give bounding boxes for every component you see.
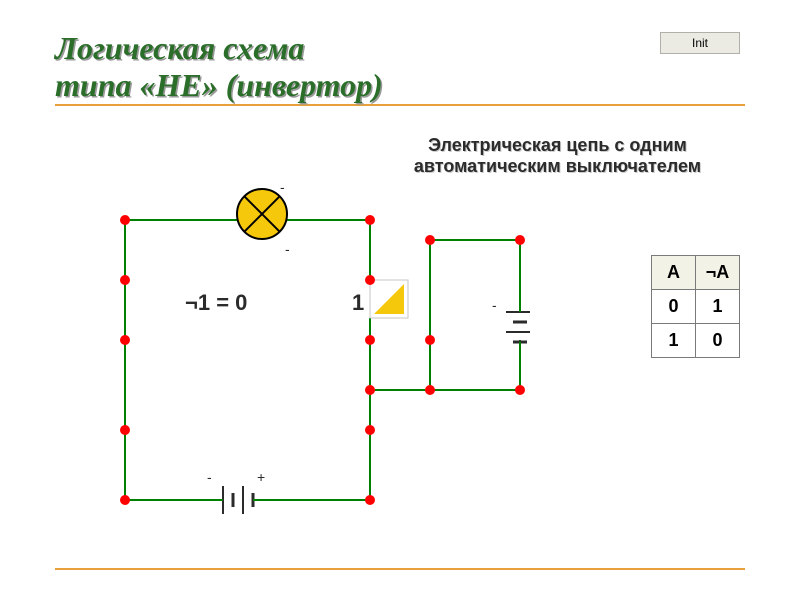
svg-text:-: -: [492, 297, 497, 313]
subtitle: Электрическая цепь с одним автоматически…: [370, 135, 745, 177]
header-rule: Логическая схема типа «НЕ» (инвертор): [55, 30, 745, 106]
init-button[interactable]: Init: [660, 32, 740, 54]
table-header-cell: A: [652, 256, 696, 290]
table-cell: 1: [652, 324, 696, 358]
table-cell: 0: [696, 324, 740, 358]
title-line-2: типа «НЕ» (инвертор): [55, 67, 745, 104]
bottom-rule: [55, 568, 745, 570]
svg-text:-: -: [280, 180, 285, 195]
table-header-cell: ¬A: [696, 256, 740, 290]
circuit-svg: -+-+--: [85, 180, 530, 540]
svg-text:-: -: [207, 469, 212, 485]
circuit-diagram: -+-+-- ¬1 = 0 1: [85, 180, 530, 540]
table-cell: 0: [652, 290, 696, 324]
slide-root: Логическая схема типа «НЕ» (инвертор) In…: [0, 0, 800, 600]
svg-text:-: -: [285, 241, 290, 257]
truth-table: A¬A0110: [651, 255, 740, 358]
table-cell: 1: [696, 290, 740, 324]
equation-label: ¬1 = 0: [185, 290, 247, 316]
switch-state-label: 1: [352, 290, 364, 316]
title-line-1: Логическая схема: [55, 30, 745, 67]
svg-text:+: +: [257, 469, 265, 485]
